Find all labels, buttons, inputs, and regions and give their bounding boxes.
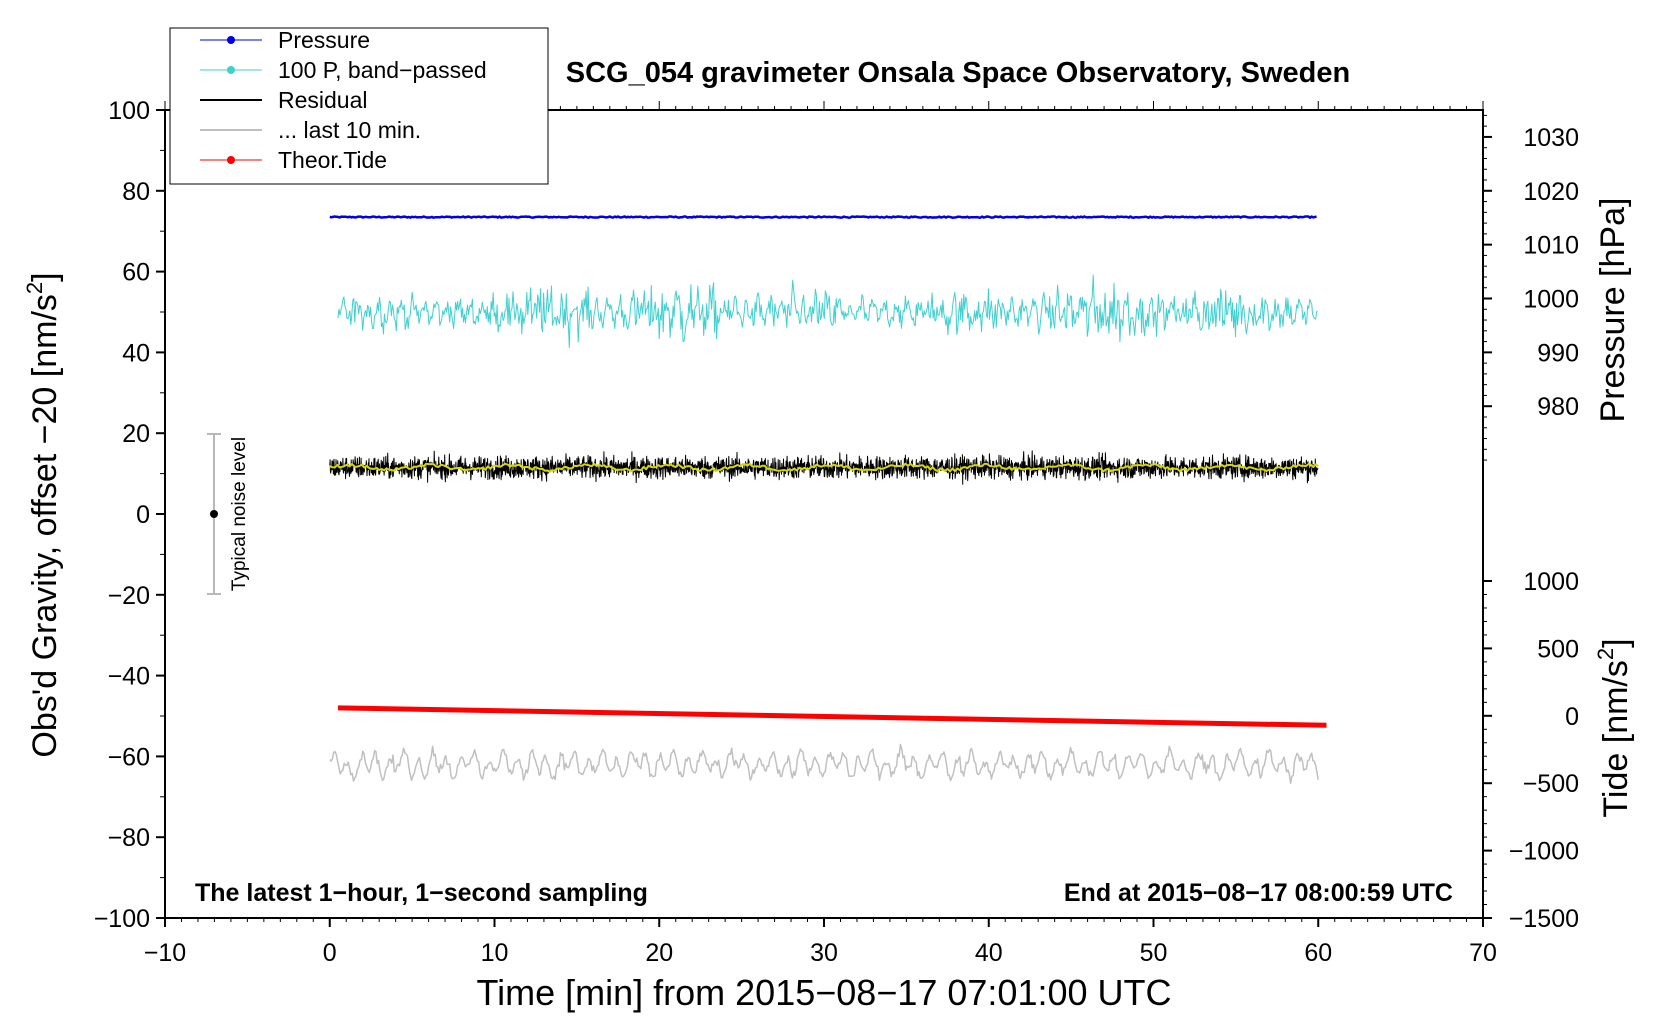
pressure-tick-label: 980 — [1537, 393, 1579, 421]
noise-bar-label: Typical noise level — [229, 437, 250, 591]
tide-tick-label: 0 — [1565, 703, 1579, 731]
annotation-right: End at 2015−08−17 08:00:59 UTC — [1064, 879, 1453, 907]
y-tick-label: 80 — [122, 178, 150, 206]
legend-marker — [227, 66, 235, 74]
y-axis-label-sup: 2 — [22, 282, 47, 294]
y-tick-label: 100 — [108, 97, 150, 125]
pressure-tick-label: 990 — [1537, 339, 1579, 367]
y-tick-label: 0 — [136, 501, 150, 529]
y-tick-label: 60 — [122, 259, 150, 287]
legend-label: Theor.Tide — [278, 147, 387, 173]
legend-items: Pressure 100 P, band−passed Residual ... la… — [200, 27, 487, 173]
x-tick-label: 30 — [810, 939, 838, 967]
chart-title: SCG_054 gravimeter Onsala Space Observat… — [566, 57, 1350, 89]
x-axis-label: Time [min] from 2015−08−17 07:01:00 UTC — [476, 972, 1171, 1013]
pressure-tick-label: 1030 — [1523, 124, 1579, 152]
y-axis-label-base: Obs'd Gravity, offset −20 [nm/s — [26, 294, 64, 757]
plot-frame — [164, 109, 1484, 919]
series-theor-tide — [337, 705, 1327, 728]
tide-axis-label: Tide [nm/s2] — [1593, 638, 1635, 817]
axis-layer: −10 0 10 20 30 40 50 60 70100806040200−20−40−60−… — [94, 97, 1579, 967]
tide-tick-label: −500 — [1523, 770, 1579, 798]
y-tick-label: −20 — [108, 582, 150, 610]
noise-bar: Typical noise level — [207, 433, 250, 595]
y-tick-label: −80 — [108, 824, 150, 852]
annotation-left: The latest 1−hour, 1−second sampling — [195, 879, 648, 907]
legend-marker — [227, 36, 235, 44]
tide-axis-label-end: ] — [1597, 638, 1635, 647]
legend-label: ... last 10 min. — [278, 117, 421, 143]
legend-marker — [227, 156, 235, 164]
legend-label: Pressure — [278, 27, 370, 53]
x-tick-label: 60 — [1304, 939, 1332, 967]
y-tick-label: −100 — [94, 905, 150, 933]
series-layer — [329, 215, 1327, 784]
tide-tick-label: −1500 — [1509, 905, 1579, 933]
x-tick-label: 10 — [481, 939, 509, 967]
series-last-10-min — [329, 743, 1319, 784]
legend-label: 100 P, band−passed — [278, 57, 487, 83]
tide-axis-label-base: Tide [nm/s — [1597, 660, 1635, 817]
y-tick-label: 40 — [122, 339, 150, 367]
x-tick-label: 40 — [975, 939, 1003, 967]
x-tick-label: −10 — [144, 939, 186, 967]
y-tick-label: 20 — [122, 420, 150, 448]
noise-bar-center — [210, 510, 218, 518]
x-tick-label: 70 — [1469, 939, 1497, 967]
y-axis-label-end: ] — [26, 272, 64, 281]
tide-tick-label: 500 — [1537, 635, 1579, 663]
y-tick-label: −40 — [108, 663, 150, 691]
pressure-tick-label: 1020 — [1523, 178, 1579, 206]
x-tick-label: 50 — [1140, 939, 1168, 967]
legend: Pressure 100 P, band−passed Residual ... la… — [169, 27, 549, 185]
tide-tick-label: −1000 — [1509, 838, 1579, 866]
tide-tick-label: 1000 — [1523, 568, 1579, 596]
pressure-axis-label: Pressure [hPa] — [1594, 198, 1632, 423]
y-axis-label: Obs'd Gravity, offset −20 [nm/s2] — [22, 272, 64, 757]
series-band-passed — [337, 274, 1318, 348]
x-tick-label: 20 — [645, 939, 673, 967]
tide-axis-label-sup: 2 — [1593, 648, 1618, 660]
pressure-tick-label: 1010 — [1523, 232, 1579, 260]
x-tick-label: 0 — [323, 939, 337, 967]
y-tick-label: −60 — [108, 743, 150, 771]
pressure-tick-label: 1000 — [1523, 286, 1579, 314]
legend-label: Residual — [278, 87, 368, 113]
series-residual-smoothed — [329, 462, 1319, 473]
series-pressure — [329, 215, 1317, 219]
